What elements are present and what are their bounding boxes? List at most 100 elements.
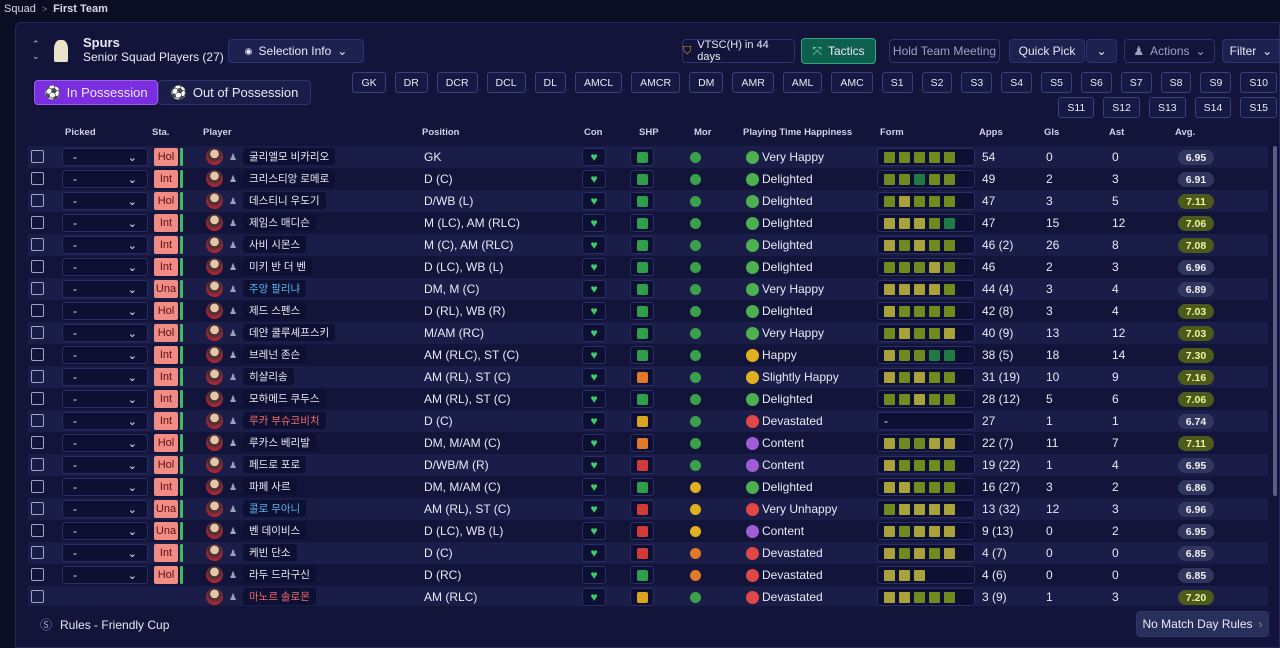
column-header[interactable]: Sta. bbox=[152, 127, 170, 138]
position-filter[interactable]: DL bbox=[534, 72, 566, 93]
position: M (LC), AM (RLC) bbox=[424, 216, 520, 230]
position-filter[interactable]: AMC bbox=[831, 72, 873, 93]
mood-icon bbox=[746, 388, 759, 410]
player-row[interactable]: - ⌄ Una ♟ 벤 데이비스 D (LC), WB (L) ♥ Content 9 (13)… bbox=[28, 520, 1268, 542]
happiness: Devastated bbox=[762, 590, 823, 604]
picked-dropdown: - ⌄ bbox=[62, 148, 148, 166]
breadcrumb: Squad > First Team bbox=[4, 3, 108, 15]
team-meeting-button[interactable]: Hold Team Meeting bbox=[889, 39, 1000, 63]
column-header[interactable]: Mor bbox=[694, 127, 712, 138]
player-row[interactable]: - ⌄ Hol ♟ 페드로 포로 D/WB/M (R) ♥ Content 19 (22) 1 4 6… bbox=[28, 454, 1268, 476]
happiness: Very Unhappy bbox=[762, 502, 838, 516]
player-row[interactable]: - ⌄ Int ♟ 제임스 매디슨 M (LC), AM (RLC) ♥ Delighted 4… bbox=[28, 212, 1268, 234]
position-filter[interactable]: S12 bbox=[1103, 97, 1140, 118]
position-filter[interactable]: S4 bbox=[1001, 72, 1033, 93]
column-header[interactable]: Apps bbox=[979, 127, 1003, 138]
player-row[interactable]: - ⌄ Int ♟ 히샬리송 AM (RL), ST (C) ♥ Slightly Happy… bbox=[28, 366, 1268, 388]
position-filter[interactable]: S1 bbox=[881, 72, 913, 93]
player-row[interactable]: - ⌄ Hol ♟ 굴리엘모 비카리오 GK ♥ Very Happy 54 0 0 6.95 bbox=[28, 146, 1268, 168]
filter-button[interactable]: Filter ⌄ bbox=[1222, 39, 1280, 63]
position-filter[interactable]: AMCL bbox=[574, 72, 623, 93]
player-row[interactable]: - ⌄ Int ♟ 브레넌 존슨 AM (RLC), ST (C) ♥ Happy 38 (5)… bbox=[28, 344, 1268, 366]
form-square bbox=[914, 239, 925, 251]
apps: 13 (32) bbox=[982, 502, 1021, 516]
position-filter[interactable]: S9 bbox=[1200, 72, 1232, 93]
player-row[interactable]: - ⌄ Una ♟ 콜로 무아니 AM (RL), ST (C) ♥ Very Unhappy… bbox=[28, 498, 1268, 520]
average-rating: 7.03 bbox=[1178, 304, 1214, 319]
player-row[interactable]: - ⌄ Int ♟ 모하메드 쿠두스 AM (RL), ST (C) ♥ Delighted 2… bbox=[28, 388, 1268, 410]
position-filter[interactable]: S5 bbox=[1041, 72, 1072, 93]
shp bbox=[630, 170, 654, 188]
position-filter[interactable]: S13 bbox=[1148, 97, 1186, 118]
player-row[interactable]: - ⌄ Hol ♟ 제드 스펜스 D (RL), WB (R) ♥ Delighted 42 (… bbox=[28, 300, 1268, 322]
mood-face bbox=[746, 436, 759, 450]
position-filter[interactable]: DCL bbox=[486, 72, 526, 93]
average-rating: 6.95 bbox=[1178, 150, 1214, 165]
tactics-button[interactable]: ⤧ Tactics bbox=[801, 38, 876, 64]
player-row[interactable]: - ⌄ Una ♟ 주앙 팔리냐 DM, M (C) ♥ Very Happy 44 (4) 3 4… bbox=[28, 278, 1268, 300]
picked-dropdown: - ⌄ bbox=[62, 456, 148, 474]
player-row[interactable]: - ⌄ Hol ♟ 라두 드라구신 D (RC) ♥ Devastated 4 (6) 0 0 6.8… bbox=[28, 564, 1268, 586]
player-name: 파페 사르 bbox=[243, 478, 297, 495]
position-filter[interactable]: S7 bbox=[1120, 72, 1152, 93]
position-filter[interactable]: S10 bbox=[1240, 72, 1277, 93]
player-row[interactable]: - ⌄ Hol ♟ 루카스 베리발 DM, M/AM (C) ♥ Content 22 (7) 1… bbox=[28, 432, 1268, 454]
column-header[interactable]: Picked bbox=[65, 127, 96, 138]
position-filter[interactable]: AMCR bbox=[631, 72, 681, 93]
rules-link[interactable]: Ⓢ Rules - Friendly Cup bbox=[40, 616, 169, 633]
position-filter[interactable]: S11 bbox=[1058, 97, 1095, 118]
selection-info-button[interactable]: ◉ Selection Info ⌄ bbox=[228, 39, 364, 63]
position-filter[interactable]: S8 bbox=[1160, 72, 1192, 93]
position-filter[interactable]: S3 bbox=[961, 72, 993, 93]
column-header[interactable]: Form bbox=[880, 127, 904, 138]
position-filter[interactable]: DM bbox=[689, 72, 724, 93]
in-possession-tab[interactable]: ⚽ In Possession bbox=[34, 80, 158, 105]
column-header[interactable]: Con bbox=[584, 127, 603, 138]
position-filter[interactable]: GK bbox=[352, 72, 386, 93]
position-filter[interactable]: S15 bbox=[1240, 97, 1277, 118]
column-header[interactable]: Playing Time Happiness bbox=[743, 127, 853, 138]
scrollbar[interactable] bbox=[1273, 146, 1277, 496]
out-of-possession-tab[interactable]: ⚽ Out of Possession bbox=[158, 80, 311, 105]
position-filter[interactable]: DR bbox=[394, 72, 428, 93]
form-square bbox=[929, 217, 940, 229]
form-square bbox=[929, 459, 940, 471]
actions-button[interactable]: ♟ Actions ⌄ bbox=[1124, 39, 1215, 63]
column-header[interactable]: Avg. bbox=[1175, 127, 1196, 138]
column-header[interactable]: Position bbox=[422, 127, 460, 138]
chevron: ⌄ bbox=[127, 459, 137, 472]
form-square bbox=[944, 371, 955, 383]
player-row[interactable]: - ⌄ Hol ♟ 데스티니 우도기 D/WB (L) ♥ Delighted 47 3 5 7.11 bbox=[28, 190, 1268, 212]
position-filter[interactable]: S14 bbox=[1194, 97, 1232, 118]
label: Actions bbox=[1150, 44, 1190, 58]
quick-pick-button[interactable]: Quick Pick bbox=[1009, 39, 1085, 63]
column-header[interactable]: Player bbox=[203, 127, 232, 138]
quick-pick-menu[interactable]: ⌄ bbox=[1086, 39, 1117, 63]
crumb[interactable]: Squad bbox=[4, 3, 36, 15]
player-row[interactable]: - ⌄ Hol ♟ 데얀 쿨루셰프스키 M/AM (RC) ♥ Very Happy 40 (9… bbox=[28, 322, 1268, 344]
player-row[interactable]: - ⌄ Int ♟ 파페 사르 DM, M/AM (C) ♥ Delighted 16 (27)… bbox=[28, 476, 1268, 498]
position-filter[interactable]: DCR bbox=[436, 72, 478, 93]
mood-icon bbox=[746, 212, 759, 234]
collapse-arrows[interactable]: ⌃ ⌄ bbox=[32, 39, 40, 61]
position-filter[interactable]: S2 bbox=[921, 72, 953, 93]
picked-dropdown: - ⌄ bbox=[62, 214, 148, 232]
form-square bbox=[914, 327, 925, 339]
position-filter[interactable]: S6 bbox=[1080, 72, 1112, 93]
position-filter[interactable]: AMR bbox=[732, 72, 774, 93]
player-name: 케빈 단소 bbox=[243, 544, 297, 561]
next-match[interactable]: ⛉ VTSC(H) in 44 days bbox=[682, 39, 795, 63]
player-row[interactable]: - ⌄ Int ♟ 루카 부슈코비치 D (C) ♥ Devastated -27 1 1 6.74 bbox=[28, 410, 1268, 432]
player-row[interactable]: - ⌄ Int ♟ 사비 시몬스 M (C), AM (RLC) ♥ Delighted 46 … bbox=[28, 234, 1268, 256]
player-row[interactable]: ♟ 마노르 솔로몬 AM (RLC) ♥ Devastated 3 (9) 1 3 7.20 bbox=[28, 586, 1268, 606]
column-header[interactable]: Gls bbox=[1044, 127, 1060, 138]
position-filter[interactable]: AML bbox=[782, 72, 823, 93]
player-row[interactable]: - ⌄ Int ♟ 크리스티앙 로메로 D (C) ♥ Delighted 49 2 3 6.91 bbox=[28, 168, 1268, 190]
column-header[interactable]: Ast bbox=[1109, 127, 1125, 138]
player-row[interactable]: - ⌄ Int ♟ 케빈 단소 D (C) ♥ Devastated 4 (7) 0 0 6.85 bbox=[28, 542, 1268, 564]
assists: 0 bbox=[1112, 568, 1119, 582]
player-icon: ♟ bbox=[229, 261, 238, 272]
column-header[interactable]: SHP bbox=[639, 127, 659, 138]
match-day-rules-button[interactable]: No Match Day Rules › bbox=[1136, 611, 1269, 637]
